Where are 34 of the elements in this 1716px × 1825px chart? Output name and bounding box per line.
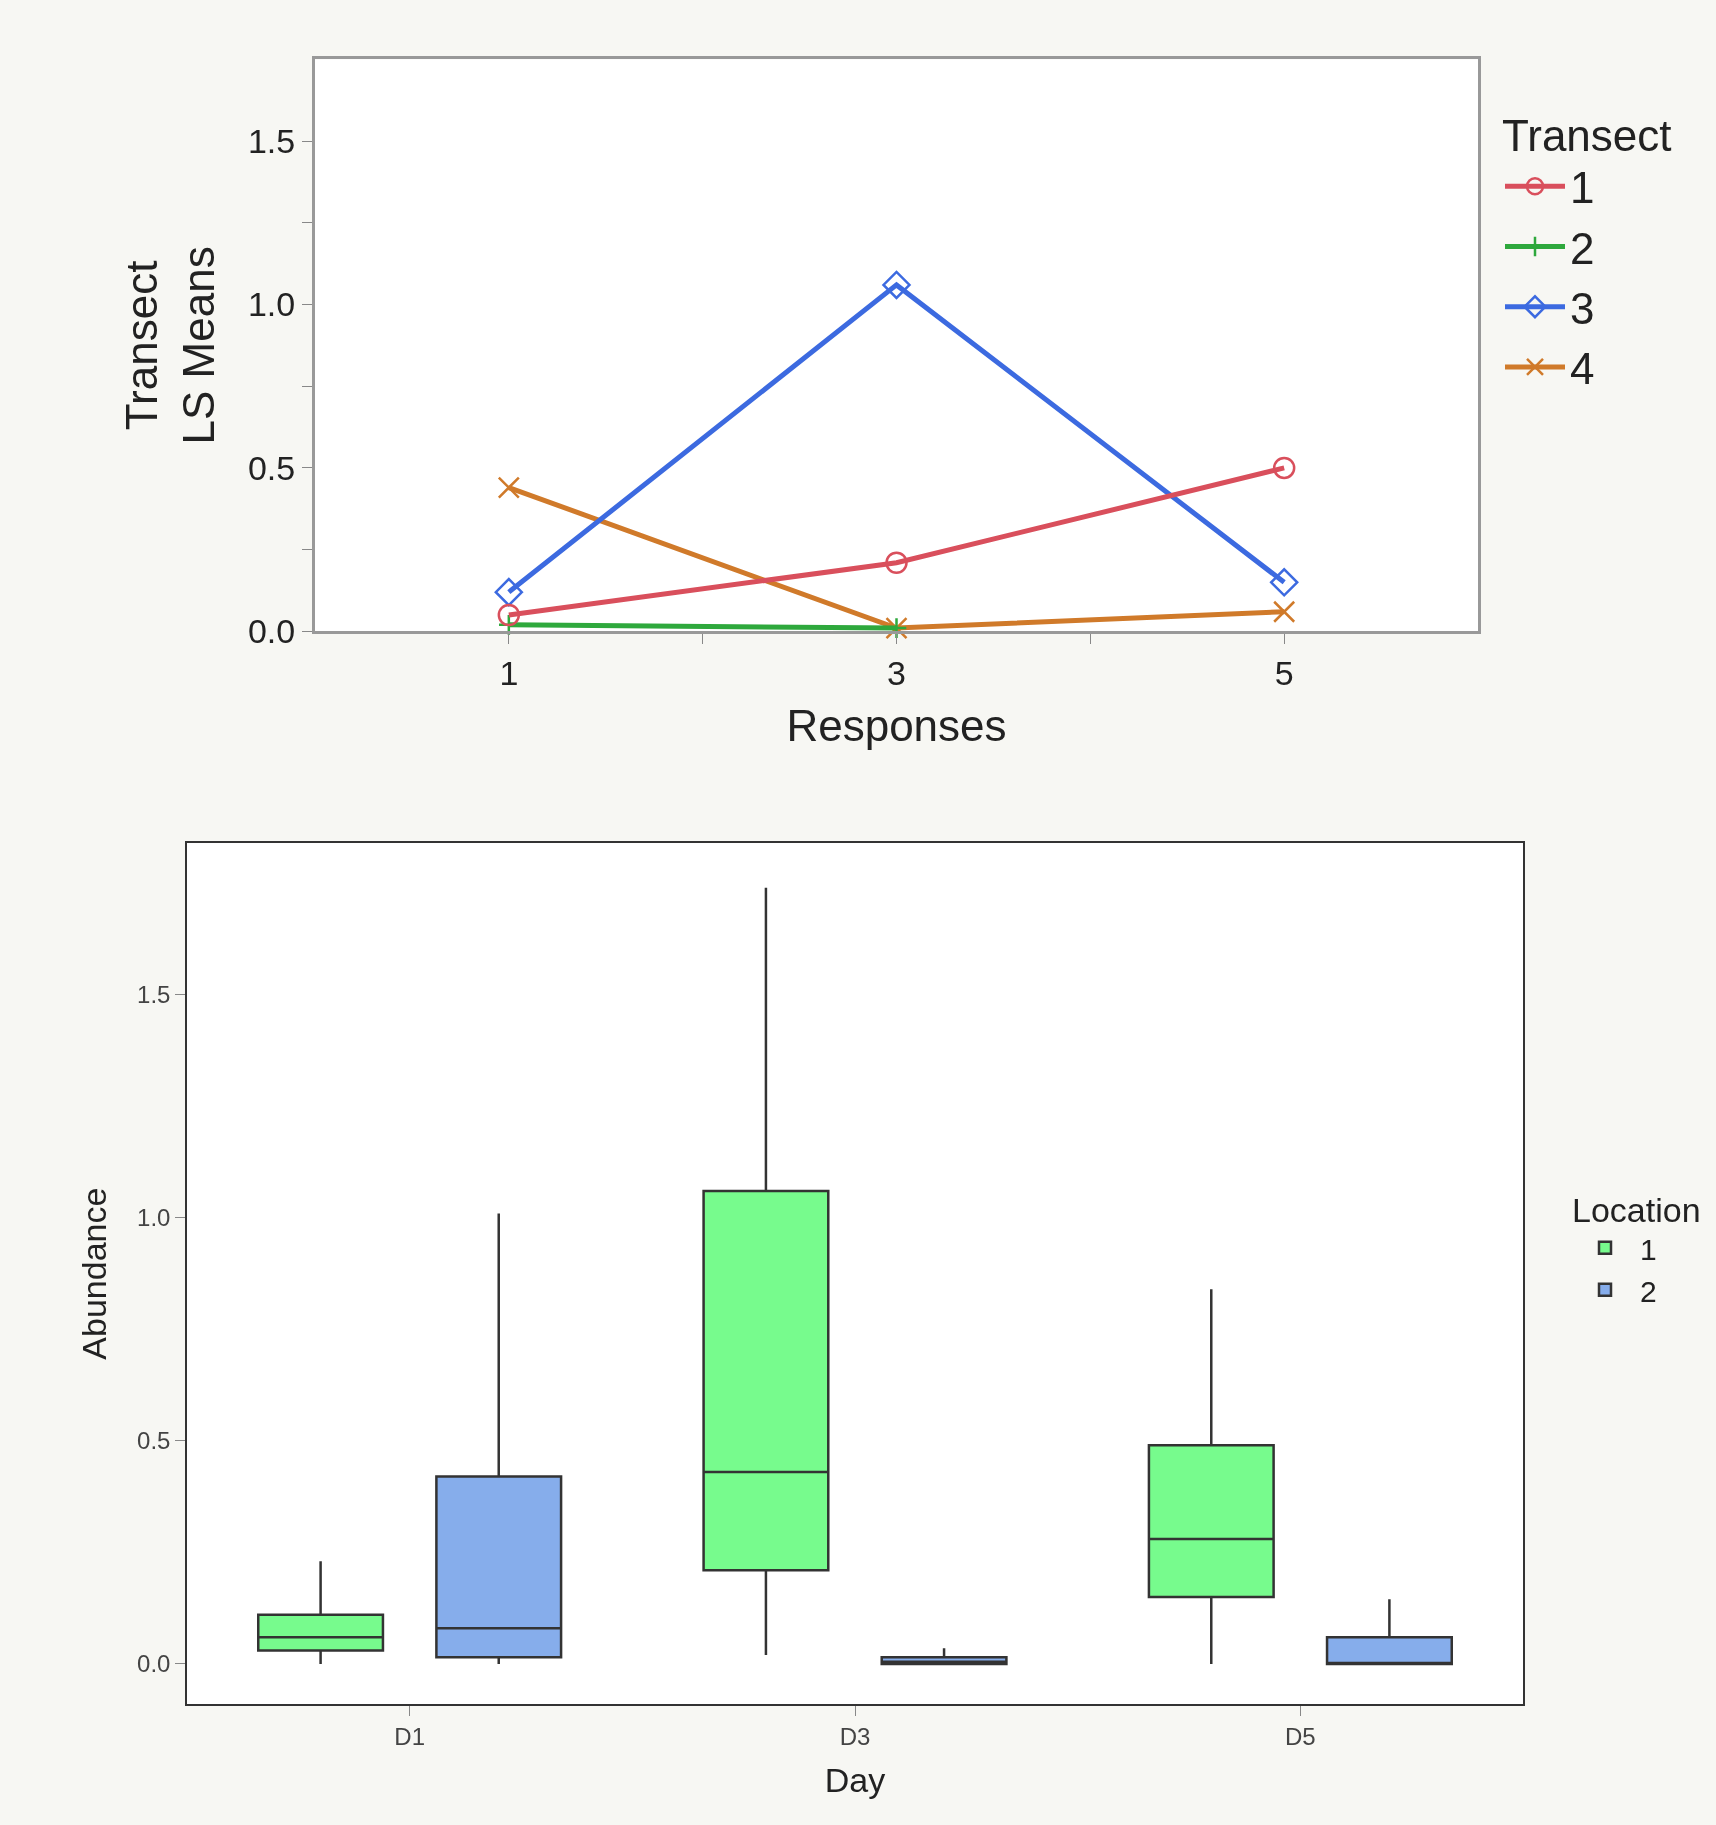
x-axis-title: Day — [824, 1761, 886, 1800]
y-tick-label: 1.0 — [247, 285, 296, 324]
legend-title: Transect — [1502, 111, 1672, 161]
y-tick-label: 0.5 — [137, 1427, 171, 1455]
x-tick-label: D5 — [1284, 1722, 1316, 1750]
legend-label: 2 — [1640, 1274, 1657, 1308]
y-tick-label: 0.5 — [247, 448, 296, 487]
point — [882, 270, 911, 300]
legend-label: 4 — [1570, 344, 1595, 394]
y-tick-label: 1.5 — [247, 121, 296, 160]
y-axis-title: Abundance — [75, 1187, 114, 1360]
point — [1272, 456, 1296, 480]
x-tick-label: 1 — [499, 654, 519, 693]
legend-label: 1 — [1570, 163, 1595, 213]
x-axis-title: Responses — [786, 701, 1007, 751]
x-tick-label: D1 — [394, 1722, 426, 1750]
legend-label: 3 — [1570, 283, 1595, 333]
y-tick-label: 1.5 — [137, 981, 171, 1009]
y-tick-label: 0.0 — [137, 1650, 171, 1678]
y-axis-title: Transect LS Means — [116, 246, 224, 445]
point — [885, 551, 908, 574]
legend-label: 2 — [1570, 223, 1595, 273]
point — [494, 577, 524, 607]
x-tick-label: D3 — [839, 1722, 871, 1750]
legend-label: 1 — [1640, 1232, 1657, 1266]
y-tick-label: 0.0 — [247, 612, 296, 651]
x-tick-label: 3 — [887, 654, 906, 693]
x-tick-label: 5 — [1274, 654, 1294, 693]
y-tick-label: 1.0 — [137, 1204, 171, 1232]
point — [1272, 600, 1296, 623]
point — [497, 603, 521, 627]
legend-title: Location — [1572, 1190, 1701, 1229]
point — [1269, 568, 1299, 597]
point — [497, 476, 521, 499]
